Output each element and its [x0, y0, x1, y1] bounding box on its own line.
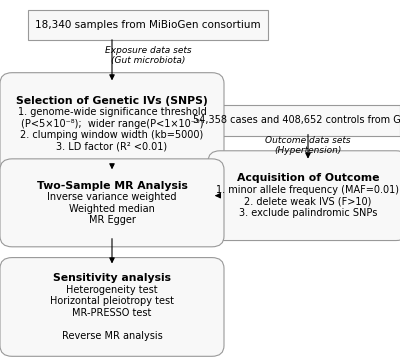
Text: 2. delete weak IVS (F>10): 2. delete weak IVS (F>10)	[244, 196, 372, 206]
Text: 3. LD factor (R² <0.01): 3. LD factor (R² <0.01)	[56, 142, 168, 152]
Text: MR-PRESSO test: MR-PRESSO test	[72, 308, 152, 318]
Text: Sensitivity analysis: Sensitivity analysis	[53, 273, 171, 283]
Text: Inverse variance weighted: Inverse variance weighted	[47, 192, 177, 202]
Text: Horizontal pleiotropy test: Horizontal pleiotropy test	[50, 296, 174, 306]
FancyBboxPatch shape	[0, 159, 224, 247]
Text: Heterogeneity test: Heterogeneity test	[66, 285, 158, 295]
Text: 1. genome-wide significance threshold: 1. genome-wide significance threshold	[18, 107, 206, 117]
Text: 3. exclude palindromic SNPs: 3. exclude palindromic SNPs	[239, 208, 377, 218]
FancyBboxPatch shape	[0, 258, 224, 356]
Text: 54,358 cases and 408,652 controls from GWAS: 54,358 cases and 408,652 controls from G…	[193, 115, 400, 125]
Text: (P<5×10⁻⁸);  wider range(P<1×10⁻⁵): (P<5×10⁻⁸); wider range(P<1×10⁻⁵)	[21, 119, 203, 129]
FancyBboxPatch shape	[216, 105, 400, 135]
Text: Acquisition of Outcome: Acquisition of Outcome	[237, 173, 379, 183]
Text: Two-Sample MR Analysis: Two-Sample MR Analysis	[36, 181, 188, 191]
Text: Outcome data sets
(Hypertension): Outcome data sets (Hypertension)	[265, 136, 351, 155]
Text: 2. clumping window width (kb=5000): 2. clumping window width (kb=5000)	[20, 130, 204, 140]
FancyBboxPatch shape	[208, 151, 400, 241]
Text: MR Egger: MR Egger	[88, 215, 136, 225]
Text: Weighted median: Weighted median	[69, 204, 155, 214]
Text: 18,340 samples from MiBioGen consortium: 18,340 samples from MiBioGen consortium	[35, 20, 261, 30]
Text: Exposure data sets
(Gut microbiota): Exposure data sets (Gut microbiota)	[105, 46, 191, 65]
Text: Selection of Genetic IVs (SNPS): Selection of Genetic IVs (SNPS)	[16, 96, 208, 106]
FancyBboxPatch shape	[28, 10, 268, 40]
Text: Reverse MR analysis: Reverse MR analysis	[62, 331, 162, 341]
Text: 1. minor allele frequency (MAF=0.01): 1. minor allele frequency (MAF=0.01)	[216, 185, 400, 195]
FancyBboxPatch shape	[0, 73, 224, 175]
